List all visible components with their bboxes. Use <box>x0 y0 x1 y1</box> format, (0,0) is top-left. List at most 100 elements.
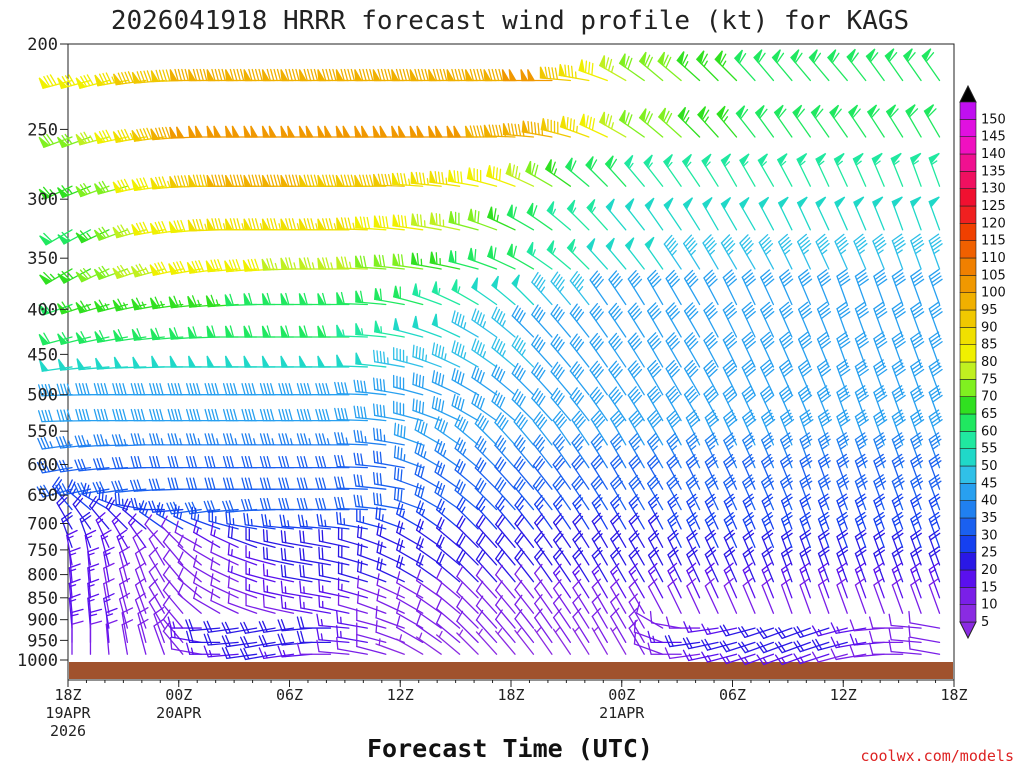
barb-feather <box>855 334 867 343</box>
barb-feather <box>437 398 442 412</box>
barb-feather <box>258 621 265 633</box>
barb-feather <box>280 619 287 632</box>
wind-barb <box>483 68 516 82</box>
barb-shaft <box>741 309 756 338</box>
barb-shaft <box>355 485 387 490</box>
barb-shaft <box>873 568 885 599</box>
barb-feather <box>488 124 493 137</box>
barb-feather <box>704 237 714 247</box>
wind-barb <box>817 546 830 583</box>
barb-feather <box>322 325 327 338</box>
barb-pennant <box>243 218 252 231</box>
barb-feather <box>280 530 284 543</box>
barb-feather <box>708 311 718 321</box>
barb-pennant <box>75 301 87 314</box>
barb-feather <box>648 435 659 446</box>
barb-feather <box>424 68 429 82</box>
barb-feather <box>161 220 168 233</box>
barb-feather <box>873 577 884 586</box>
barb-feather <box>278 383 283 396</box>
barb-feather <box>572 512 582 523</box>
barb-feather <box>479 417 487 430</box>
wind-barb <box>356 559 387 583</box>
barb-feather <box>779 269 790 278</box>
barb-feather <box>930 480 942 489</box>
barb-shaft <box>531 397 553 422</box>
barb-feather <box>647 454 657 464</box>
barb-shaft <box>376 534 405 548</box>
barb-feather <box>932 243 943 252</box>
barb-shaft <box>720 242 738 270</box>
wind-barb <box>227 590 258 614</box>
barb-shaft <box>355 463 387 469</box>
wind-barb <box>815 233 830 270</box>
barb-feather <box>496 414 505 426</box>
barb-shaft <box>741 339 756 368</box>
barb-feather <box>725 275 736 285</box>
barb-feather <box>103 383 109 396</box>
barb-feather <box>929 236 941 245</box>
barb-feather <box>137 408 142 422</box>
barb-shaft <box>244 641 276 649</box>
barb-feather <box>667 578 678 587</box>
barb-feather <box>239 174 245 187</box>
wind-barb <box>193 538 221 566</box>
barb-feather <box>780 546 792 555</box>
barb-feather <box>706 275 717 285</box>
barb-feather <box>162 69 168 82</box>
barb-shaft <box>663 243 682 270</box>
barb-shaft <box>396 612 424 629</box>
barb-shaft <box>703 277 719 306</box>
barb-feather <box>310 68 315 82</box>
barb-feather <box>892 549 904 558</box>
barb-feather <box>495 124 500 138</box>
wind-barb <box>221 621 258 634</box>
barb-pennant <box>261 69 271 82</box>
barb-shaft <box>162 604 184 629</box>
barb-feather <box>222 500 228 513</box>
barb-feather <box>927 108 937 118</box>
barb-feather <box>135 222 143 235</box>
barb-feather <box>319 514 324 527</box>
barb-feather <box>550 161 556 174</box>
barb-feather <box>416 252 419 266</box>
barb-shaft <box>891 416 904 446</box>
barb-feather <box>762 412 773 422</box>
barb-feather <box>229 218 235 231</box>
wind-barb <box>647 385 664 422</box>
barb-feather <box>930 460 942 469</box>
barb-feather <box>229 293 235 306</box>
barb-feather <box>203 621 210 633</box>
barb-feather <box>612 275 621 286</box>
barb-pennant <box>280 293 289 306</box>
barb-feather <box>801 311 813 320</box>
wind-barb <box>742 562 756 599</box>
wind-barb <box>494 412 516 446</box>
barb-feather <box>277 619 283 632</box>
barb-feather <box>685 454 696 463</box>
barb-feather <box>58 460 65 473</box>
barb-feather <box>724 457 735 466</box>
wind-barb <box>667 529 682 566</box>
barb-pennant <box>169 126 178 139</box>
barb-feather <box>911 388 922 397</box>
barb-feather <box>193 520 198 533</box>
barb-pennant <box>298 69 307 82</box>
barb-shaft <box>891 275 904 306</box>
barb-pennant <box>261 293 271 306</box>
wind-barb <box>610 563 627 599</box>
barb-feather <box>628 432 638 443</box>
barb-feather <box>908 610 911 624</box>
barb-feather <box>68 547 81 553</box>
barb-shaft <box>300 591 332 599</box>
barb-feather <box>78 408 83 422</box>
barb-feather <box>471 366 477 379</box>
wind-barb <box>296 630 332 644</box>
barb-feather <box>137 607 149 615</box>
barb-feather <box>932 341 943 349</box>
barb-feather <box>488 68 493 82</box>
barb-feather <box>493 208 497 221</box>
barb-feather <box>550 387 559 399</box>
barb-half-feather <box>160 300 164 308</box>
barb-feather <box>244 408 250 422</box>
